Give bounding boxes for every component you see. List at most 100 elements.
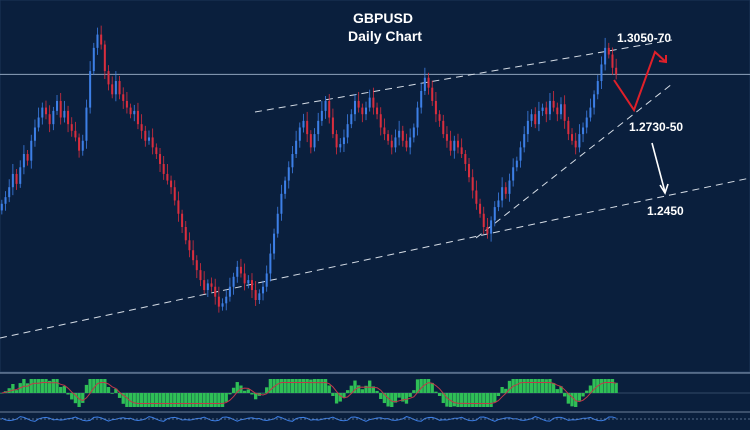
- candle-bull: [585, 117, 588, 128]
- candle-bull: [515, 160, 518, 168]
- candle-bull: [453, 140, 456, 151]
- candle-bull: [63, 110, 66, 118]
- histogram-bar: [59, 387, 63, 393]
- candle-bull: [33, 127, 36, 141]
- candle-bear: [442, 120, 445, 135]
- histogram-bar: [588, 385, 593, 393]
- candle-bull: [342, 137, 345, 145]
- candle-bull: [368, 97, 371, 108]
- candle-bear: [144, 130, 147, 141]
- histogram-bar: [287, 379, 291, 393]
- histogram-bar: [121, 393, 125, 404]
- candle-bear: [166, 173, 169, 181]
- candle-bull: [512, 167, 515, 181]
- candle-bull: [265, 273, 268, 287]
- histogram-bar: [154, 393, 158, 407]
- histogram-bar: [504, 388, 508, 393]
- histogram-bar: [526, 379, 530, 393]
- candle-bull: [537, 110, 540, 125]
- candle-bear: [471, 177, 474, 191]
- candle-bear: [48, 114, 51, 125]
- candle-bear: [309, 134, 312, 148]
- candle-bull: [596, 81, 599, 95]
- histogram-bar: [375, 390, 379, 393]
- histogram-bar: [334, 393, 339, 404]
- candle-bull: [52, 110, 55, 125]
- candle-bear: [26, 154, 29, 161]
- candle-bull: [291, 154, 294, 168]
- histogram-bar: [25, 383, 30, 393]
- candle-bear: [188, 240, 191, 251]
- forecast-path-white: [651, 142, 666, 193]
- candle-bear: [214, 286, 217, 297]
- candle-bull: [11, 173, 14, 188]
- candle-bear: [107, 71, 110, 85]
- candle-bull: [41, 107, 44, 118]
- histogram-bar: [574, 393, 578, 407]
- candle-bull: [593, 94, 596, 108]
- histogram-bar: [191, 393, 195, 407]
- candle-bear: [70, 124, 73, 131]
- candle-bull: [92, 47, 95, 72]
- histogram-bar: [382, 393, 387, 404]
- histogram-bar: [261, 393, 265, 394]
- candle-bull: [394, 137, 397, 148]
- candle-bear: [545, 107, 548, 115]
- candle-bull: [582, 127, 585, 135]
- histogram-bar: [364, 385, 368, 393]
- candle-bear: [170, 180, 173, 188]
- candle-bull: [497, 200, 500, 208]
- candle-bear: [611, 54, 614, 68]
- histogram-bar: [40, 379, 44, 393]
- histogram-bar: [176, 393, 181, 407]
- candle-bear: [335, 134, 338, 148]
- histogram-bar: [423, 379, 427, 393]
- candle-bear: [173, 187, 176, 201]
- histogram-bar: [603, 379, 607, 393]
- candle-bear: [243, 273, 246, 284]
- forecast-path-red: [613, 50, 667, 113]
- candle-bear: [482, 213, 485, 228]
- histogram-bar: [551, 383, 556, 393]
- histogram-bar: [309, 379, 313, 393]
- candle-bear: [151, 137, 154, 148]
- candle-bull: [295, 140, 298, 155]
- candle-bear: [552, 100, 555, 108]
- candle-bull: [236, 266, 239, 277]
- histogram-bar: [320, 379, 324, 393]
- histogram-bar: [585, 390, 589, 393]
- histogram-bar: [316, 379, 320, 393]
- candle-bear: [181, 213, 184, 228]
- histogram-bar: [246, 389, 250, 393]
- histogram-bar: [349, 385, 353, 393]
- candle-bear: [479, 203, 482, 214]
- histogram-bar: [62, 385, 67, 393]
- histogram-bar: [430, 382, 434, 393]
- histogram-bar: [128, 393, 133, 407]
- histogram-bar: [14, 390, 19, 393]
- candle-bear: [136, 110, 139, 125]
- histogram-bar: [379, 393, 383, 399]
- candle-bear: [607, 47, 610, 55]
- histogram-bar: [132, 393, 136, 407]
- candle-bear: [434, 100, 437, 115]
- candle-bull: [493, 207, 496, 221]
- candle-bear: [460, 147, 463, 155]
- candle-bear: [405, 140, 408, 148]
- candle-bull: [398, 130, 401, 138]
- histogram-bar: [434, 391, 438, 393]
- histogram-bar: [500, 387, 504, 393]
- histogram-bar: [312, 379, 317, 393]
- histogram-bar: [471, 393, 475, 407]
- histogram-bar: [298, 379, 302, 393]
- rising-support-line: [475, 83, 673, 239]
- candle-bull: [530, 114, 533, 121]
- candle-bull: [409, 137, 412, 148]
- candle-bull: [8, 187, 11, 198]
- histogram-bar: [224, 393, 228, 402]
- candle-bear: [195, 260, 198, 271]
- candle-bear: [125, 100, 128, 108]
- histogram-bar: [507, 380, 512, 393]
- candle-bear: [129, 107, 132, 115]
- histogram-bar: [563, 393, 567, 397]
